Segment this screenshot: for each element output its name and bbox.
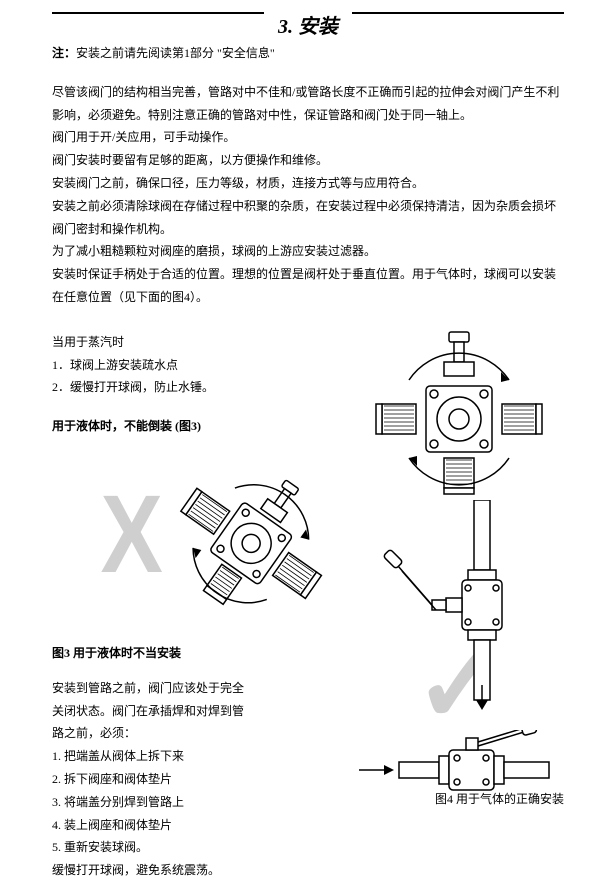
figure3-tilted-valve	[150, 465, 350, 625]
lower-intro-line: 安装到管路之前，阀门应该处于完全	[52, 677, 272, 700]
body-line: 尽管该阀门的结构相当完善，管路对中不佳和/或管路长度不正确而引起的拉伸会对阀门产…	[52, 81, 564, 127]
lower-intro-line: 关闭状态。阀门在承插焊和对焊到管	[52, 700, 272, 723]
lower-step: 3. 将端盖分别焊到管路上	[52, 791, 272, 814]
lower-intro-line: 路之前，必须：	[52, 722, 272, 745]
lower-step: 4. 装上阀座和阀体垫片	[52, 814, 272, 837]
note-label: 注：	[52, 46, 76, 60]
body-line: 为了减小粗糙颗粒对阀座的磨损，球阀的上游应安装过滤器。	[52, 240, 564, 263]
body-line: 阀门用于开/关应用，可手动操作。	[52, 126, 564, 149]
body-line: 安装之前必须清除球阀在存储过程中积聚的杂质，在安装过程中必须保持清洁，因为杂质会…	[52, 195, 564, 241]
note-text: 安装之前请先阅读第1部分 "安全信息"	[76, 46, 275, 60]
figure4-upright-valve	[354, 330, 564, 500]
lower-final: 缓慢打开球阀，避免系统震荡。	[52, 859, 272, 882]
figure4-vertical-valve	[376, 500, 546, 730]
body-line: 阀门安装时要留有足够的距离，以方便操作和维修。	[52, 149, 564, 172]
lower-step: 1. 把端盖从阀体上拆下来	[52, 745, 272, 768]
lower-step: 5. 重新安装球阀。	[52, 836, 272, 859]
page-title: 3. 安装	[264, 8, 352, 46]
lower-text-block: 安装到管路之前，阀门应该处于完全 关闭状态。阀门在承插焊和对焊到管 路之前，必须…	[52, 677, 272, 882]
lower-step: 2. 拆下阀座和阀体垫片	[52, 768, 272, 791]
body-line: 安装阀门之前，确保口径，压力等级，材质，连接方式等与应用符合。	[52, 172, 564, 195]
figure4-caption: 图4 用于气体的正确安装	[435, 788, 564, 811]
body-paragraphs: 尽管该阀门的结构相当完善，管路对中不佳和/或管路长度不正确而引起的拉伸会对阀门产…	[52, 81, 564, 309]
body-line: 安装时保证手柄处于合适的位置。理想的位置是阀杆处于垂直位置。用于气体时，球阀可以…	[52, 263, 564, 309]
